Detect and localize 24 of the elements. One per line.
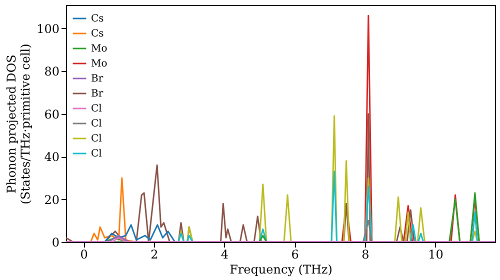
legend-label: Cs — [91, 28, 104, 40]
y-tick-label: 80 — [44, 64, 60, 79]
legend-label: Cl — [91, 104, 102, 114]
legend-label: Cl — [91, 148, 102, 160]
y-tick-label: 100 — [36, 22, 60, 36]
legend-label: Mo — [91, 44, 108, 54]
x-tick-label: 8 — [362, 248, 370, 262]
legend-label: Br — [91, 88, 104, 100]
y-axis-title: Phonon projected DOS (States/THz·primitive cell) — [4, 44, 33, 204]
x-tick-label: 6 — [291, 248, 299, 262]
x-tick-label: 4 — [220, 248, 229, 262]
y-tick-label: 0 — [52, 236, 60, 250]
y-tick-label: 40 — [44, 150, 60, 164]
x-axis-title: Frequency (THz) — [230, 262, 332, 276]
x-tick-label: 0 — [80, 248, 88, 262]
y-tick-label: 20 — [44, 192, 60, 207]
legend-label: Cs — [91, 14, 104, 24]
x-tick-label: 2 — [150, 248, 158, 262]
x-tick-label: 10 — [428, 248, 444, 262]
y-tick-label: 60 — [44, 107, 60, 122]
legend-label: Cl — [91, 118, 102, 130]
legend-label: Mo — [91, 58, 108, 70]
legend-label: Br — [91, 74, 104, 84]
legend-label: Cl — [91, 134, 102, 144]
